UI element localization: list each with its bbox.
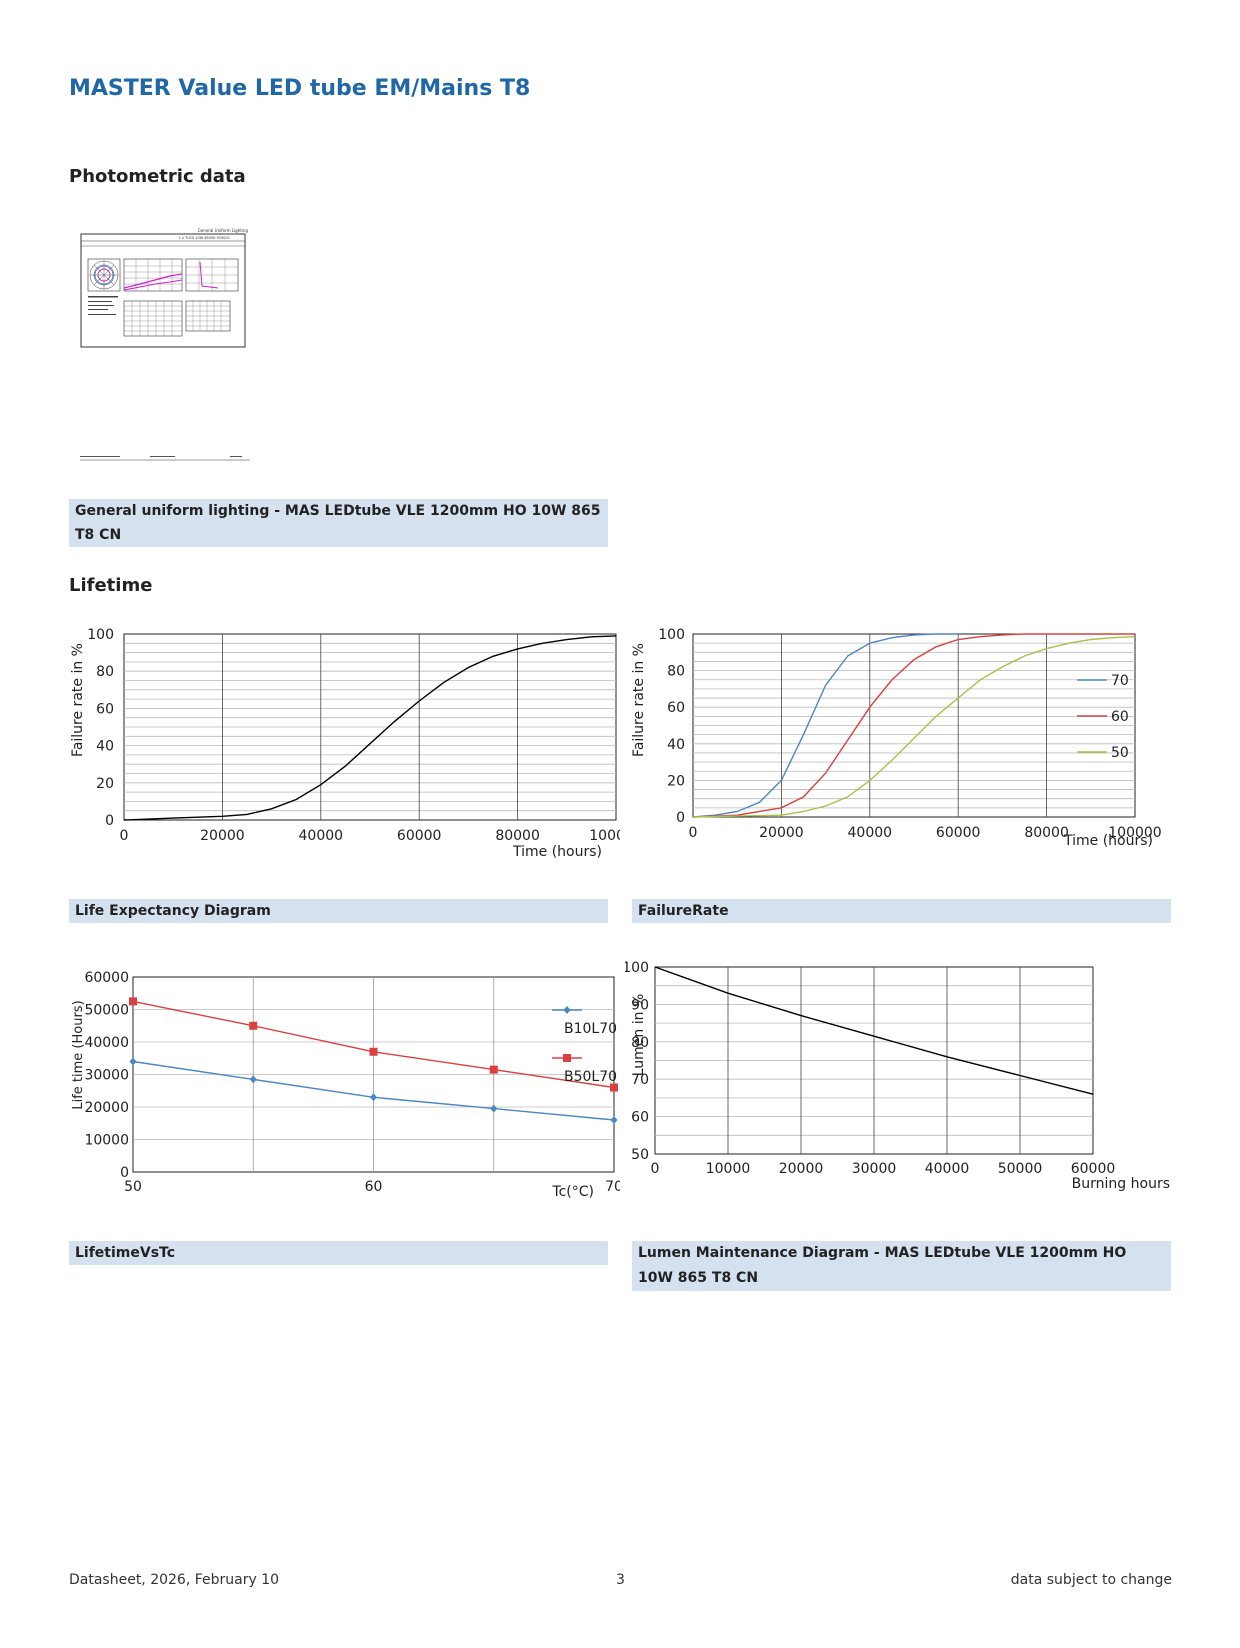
x-tick-label: 20000 [779, 1161, 824, 1177]
series-line-70 [692, 633, 959, 818]
y-axis-label: Failure rate in % [70, 643, 86, 757]
data-point [369, 1047, 378, 1056]
x-tick-label: 40000 [925, 1161, 970, 1177]
data-point [610, 1083, 618, 1092]
y-tick-label: 20 [667, 773, 685, 789]
y-tick-label: 40 [667, 737, 685, 753]
section-heading-lifetime: Lifetime [69, 575, 153, 596]
y-tick-label: 40 [96, 739, 114, 755]
chart-lumen-maintenance: Lumen in % Burning hours 50 60 70 80 90 100 0 1… [625, 960, 1170, 1192]
x-tick-label: 0 [689, 825, 698, 841]
x-tick-label: 50 [124, 1179, 142, 1195]
x-tick-label: 100000 [1108, 825, 1161, 841]
legend-label: B50L70 [564, 1069, 617, 1085]
data-point [370, 1093, 377, 1102]
series-line [123, 635, 617, 821]
footer-disclaimer: data subject to change [1010, 1572, 1172, 1588]
data-point [489, 1065, 498, 1074]
x-tick-label: 80000 [1024, 825, 1069, 841]
x-tick-label: 20000 [759, 825, 804, 841]
series-line-60 [692, 633, 1135, 818]
photometric-thumbnail: General Uniform Lighting 1 x TLED 10W 65… [80, 226, 250, 466]
chart-life-expectancy: Failure rate in % Time (hours) 0 20 40 60 80… [70, 627, 620, 860]
x-tick-label: 60000 [397, 828, 442, 844]
y-tick-label: 90 [631, 997, 649, 1013]
y-tick-label: 80 [667, 664, 685, 680]
data-point [249, 1021, 258, 1030]
y-tick-label: 60 [96, 701, 114, 717]
y-tick-label: 100 [87, 627, 114, 643]
photometric-sheet-image: General Uniform Lighting 1 x TLED 10W 65… [80, 228, 250, 461]
page-title: MASTER Value LED tube EM/Mains T8 [69, 76, 531, 101]
caption-life-expectancy: Life Expectancy Diagram [69, 899, 608, 923]
y-tick-label: 100 [658, 627, 685, 643]
caption-lumen-maintenance: Lumen Maintenance Diagram - MAS LEDtube … [632, 1241, 1171, 1291]
y-tick-label: 20 [96, 776, 114, 792]
legend-marker [563, 1054, 571, 1062]
caption-photometric: General uniform lighting - MAS LEDtube V… [69, 499, 608, 547]
x-tick-label: 0 [120, 828, 129, 844]
y-axis-label: Life time (Hours) [71, 1000, 86, 1109]
y-tick-label: 60 [631, 1110, 649, 1126]
x-tick-label: 100000 [589, 828, 620, 844]
data-point [129, 997, 137, 1006]
thumb-top-label: General Uniform Lighting [198, 228, 249, 233]
chart-lifetime-vs-tc: Life time (Hours) Tc(°C) 0 10000 20000 3000… [71, 970, 620, 1200]
y-tick-label: 60000 [84, 970, 129, 986]
x-tick-label: 60 [365, 1179, 383, 1195]
y-tick-label: 0 [120, 1165, 129, 1181]
y-tick-label: 10000 [84, 1133, 129, 1149]
x-axis-label: Tc(°C) [551, 1184, 594, 1200]
legend-label: 50 [1111, 745, 1129, 761]
x-tick-label: 60000 [1071, 1161, 1116, 1177]
x-tick-label: 0 [651, 1161, 660, 1177]
y-tick-label: 40000 [84, 1035, 129, 1051]
data-point [610, 1116, 618, 1124]
y-tick-label: 20000 [84, 1100, 129, 1116]
x-tick-label: 40000 [848, 825, 893, 841]
caption-failure-rate: FailureRate [632, 899, 1171, 923]
x-tick-label: 30000 [852, 1161, 897, 1177]
y-tick-label: 70 [631, 1072, 649, 1088]
legend-marker [563, 1006, 571, 1014]
x-tick-label: 40000 [299, 828, 344, 844]
data-point [129, 1057, 137, 1066]
y-tick-label: 60 [667, 700, 685, 716]
series-line-50 [692, 636, 1136, 818]
y-tick-label: 30000 [84, 1068, 129, 1084]
chart-failure-rate: Failure rate in % Time (hours) 0 20 40 60 80… [631, 627, 1162, 849]
y-axis-label: Failure rate in % [631, 643, 647, 757]
thumb-product-line: 1 x TLED 10W 6500K 929001 [179, 236, 230, 240]
x-tick-label: 60000 [936, 825, 981, 841]
x-axis-label: Burning hours [1072, 1176, 1170, 1192]
x-axis-label: Time (hours) [1063, 833, 1153, 849]
y-tick-label: 50 [631, 1147, 649, 1163]
x-tick-label: 20000 [200, 828, 245, 844]
legend-label: 70 [1111, 673, 1129, 689]
y-tick-label: 80 [631, 1035, 649, 1051]
section-heading-photometric: Photometric data [69, 166, 246, 187]
footer-date: Datasheet, 2026, February 10 [69, 1572, 280, 1588]
legend-label: 60 [1111, 709, 1129, 725]
y-tick-label: 0 [676, 810, 685, 826]
caption-lifetime-vs-tc: LifetimeVsTc [69, 1241, 608, 1265]
y-tick-label: 0 [105, 813, 114, 829]
y-tick-label: 100 [625, 960, 649, 976]
footer-page-number: 3 [616, 1572, 625, 1588]
x-axis-label: Time (hours) [512, 844, 602, 860]
x-tick-label: 50000 [998, 1161, 1043, 1177]
x-tick-label: 70 [605, 1179, 620, 1195]
series-line [654, 966, 1094, 1095]
x-tick-label: 80000 [495, 828, 540, 844]
y-axis-label: Lumen in % [631, 994, 647, 1077]
data-point [490, 1104, 498, 1113]
data-point [249, 1075, 257, 1084]
y-tick-label: 50000 [84, 1003, 129, 1019]
y-tick-label: 80 [96, 664, 114, 680]
legend-label: B10L70 [564, 1021, 617, 1037]
x-tick-label: 10000 [706, 1161, 751, 1177]
